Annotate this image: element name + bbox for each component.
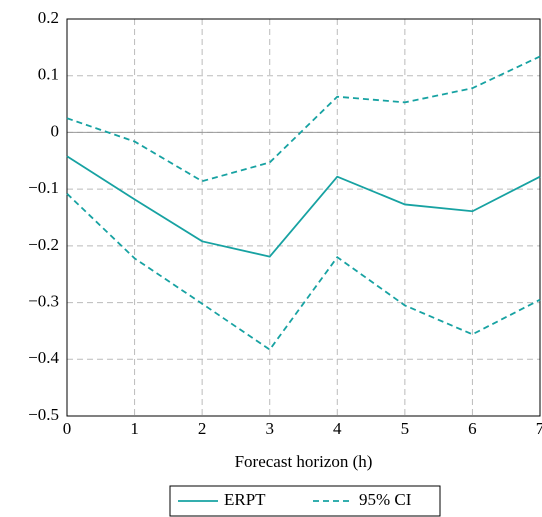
line [66, 155, 541, 258]
y-tick-label: −0.1 [28, 178, 59, 197]
y-tick-label: −0.5 [28, 405, 59, 424]
legend-label: ERPT [224, 490, 266, 509]
x-tick-label: 6 [468, 419, 477, 438]
x-tick-label: 7 [536, 419, 542, 438]
x-tick-label: 4 [333, 419, 342, 438]
y-tick-label: 0 [51, 121, 60, 140]
y-tick-label: −0.2 [28, 235, 59, 254]
x-tick-label: 0 [63, 419, 72, 438]
y-tick-label: 0.2 [38, 8, 59, 27]
line [66, 55, 541, 183]
y-tick-label: 0.1 [38, 65, 59, 84]
x-tick-label: 1 [130, 419, 139, 438]
line [66, 193, 541, 351]
x-tick-label: 5 [401, 419, 410, 438]
plot-frame [66, 18, 541, 417]
y-tick-label: −0.3 [28, 291, 59, 310]
x-tick-label: 2 [198, 419, 207, 438]
legend-label: 95% CI [359, 490, 412, 509]
x-tick-label: 3 [265, 419, 274, 438]
x-axis-label: Forecast horizon (h) [235, 452, 373, 471]
y-tick-label: −0.4 [28, 348, 59, 367]
